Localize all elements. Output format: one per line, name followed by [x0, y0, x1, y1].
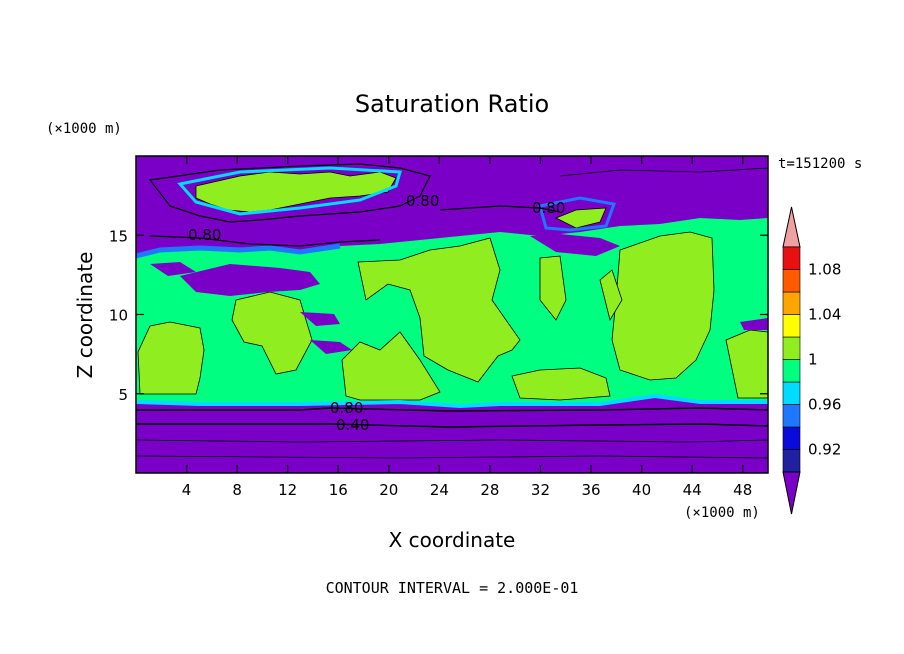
- x-tick-label: 32: [531, 481, 550, 499]
- contour-interval-footer: CONTOUR INTERVAL = 2.000E-01: [326, 579, 579, 597]
- colorbar-segment: [782, 314, 801, 338]
- y-tick-label: 5: [118, 386, 128, 404]
- x-tick-label: 20: [379, 481, 398, 499]
- colorbar: 0.92 0.96 1 1.04 1.08: [782, 206, 841, 515]
- x-tick-label: 48: [733, 481, 752, 499]
- chart-title: Saturation Ratio: [355, 90, 549, 118]
- contour-label-group: 0.80 0.80 0.80 0.80 0.40: [188, 192, 565, 434]
- colorbar-segment: [782, 404, 801, 428]
- colorbar-segment: [782, 449, 801, 473]
- colorbar-label: 1.08: [808, 261, 841, 279]
- x-tick-label: 16: [329, 481, 348, 499]
- plot-area: 0.80 0.80 0.80 0.80 0.40: [136, 156, 768, 473]
- y-axis: 5 10 15: [109, 227, 768, 404]
- x-tick-label: 28: [480, 481, 499, 499]
- colorbar-overflow-arrow: [782, 206, 801, 248]
- colorbar-label: 1.04: [808, 306, 841, 324]
- x-unit-label: (×1000 m): [684, 505, 760, 521]
- x-tick-label: 4: [182, 481, 192, 499]
- contour-label: 0.80: [330, 399, 363, 417]
- contour-lines: [136, 163, 768, 459]
- x-axis: 4 8 12 16 20 24 28 32 36 40 44 48: [182, 156, 752, 499]
- colorbar-segment: [782, 336, 801, 360]
- colorbar-label: 1: [808, 351, 818, 369]
- x-tick-label: 8: [232, 481, 242, 499]
- colorbar-segment: [782, 269, 801, 293]
- colorbar-label: 0.92: [808, 441, 841, 459]
- colorbar-segment: [782, 291, 801, 315]
- dry-intrusions: [150, 234, 768, 354]
- x-tick-label: 12: [278, 481, 297, 499]
- band-edges: [136, 166, 768, 409]
- supersaturated-patches: [137, 171, 768, 401]
- x-axis-title: X coordinate: [389, 528, 516, 552]
- y-tick-label: 15: [109, 227, 128, 245]
- x-tick-label: 36: [581, 481, 600, 499]
- colorbar-segment: [782, 381, 801, 405]
- y-axis-title: Z coordinate: [73, 252, 97, 379]
- x-tick-label: 44: [683, 481, 702, 499]
- x-tick-label: 40: [632, 481, 651, 499]
- time-label: t=151200 s: [778, 156, 862, 172]
- colorbar-segment: [782, 426, 801, 450]
- colorbar-segment: [782, 246, 801, 270]
- colorbar-label: 0.96: [808, 396, 841, 414]
- colorbar-segment: [782, 359, 801, 383]
- contour-label: 0.80: [188, 226, 221, 244]
- contour-label: 0.80: [532, 199, 565, 217]
- colorbar-underflow-arrow: [782, 471, 801, 515]
- contour-label: 0.80: [406, 192, 439, 210]
- y-unit-label: (×1000 m): [46, 121, 122, 137]
- contour-label: 0.40: [336, 416, 369, 434]
- x-tick-label: 24: [430, 481, 449, 499]
- y-tick-label: 10: [109, 307, 128, 325]
